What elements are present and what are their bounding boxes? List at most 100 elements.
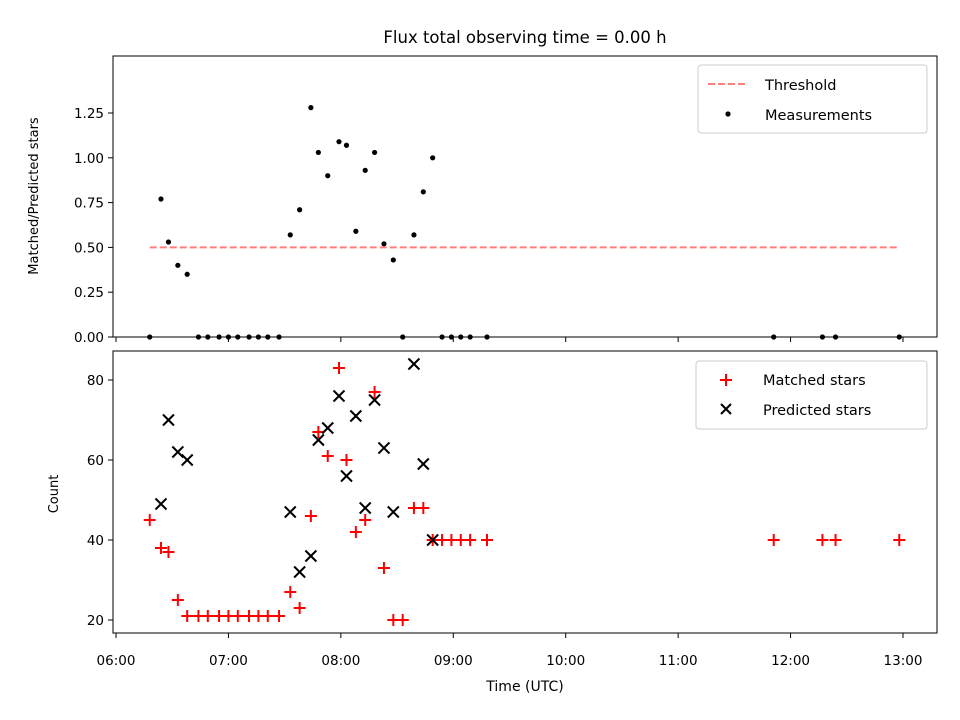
predicted-star-point (368, 393, 381, 407)
legend-predicted-swatch (720, 403, 732, 415)
matched-star-point (171, 594, 184, 606)
matched-star-point (143, 514, 156, 526)
top-y-tick-label: 0.75 (74, 196, 104, 212)
predicted-star-point (180, 453, 194, 467)
bottom-legend-box (695, 360, 928, 430)
predicted-star-point (387, 505, 400, 519)
legend-matched-swatch (720, 374, 732, 386)
measurement-point (315, 149, 321, 156)
measurement-point (165, 239, 172, 245)
measurement-point (175, 262, 181, 268)
predicted-star-point (293, 565, 306, 579)
bottom-x-tick-label: 07:00 (209, 653, 248, 669)
top-legend: Threshold Measurements (697, 64, 928, 134)
predicted-star-stroke-b (162, 413, 175, 427)
measurement-point (381, 241, 387, 247)
matched-star-point (767, 534, 780, 546)
predicted-star-point (349, 409, 363, 423)
predicted-star-stroke-b (377, 441, 391, 455)
bottom-plot-area: 20 40 60 80 06:00 07:00 08:00 09:00 10:00 11:00 12… (87, 357, 922, 669)
predicted-star-stroke-b (293, 565, 306, 579)
matched-star-point (417, 502, 430, 514)
legend-matched-label: Matched stars (763, 373, 866, 389)
matched-star-point (464, 534, 477, 546)
matched-star-point (321, 450, 334, 462)
measurement-point (430, 155, 436, 161)
predicted-star-point (154, 497, 168, 511)
predicted-star-point (426, 533, 439, 547)
predicted-star-point (332, 389, 346, 403)
matched-star-point (396, 614, 409, 626)
predicted-star-stroke-b (154, 497, 168, 511)
matched-star-point (201, 610, 214, 622)
bottom-x-tick-label: 12:00 (771, 653, 810, 669)
matched-star-point (181, 610, 194, 622)
matched-star-point (481, 534, 494, 546)
bottom-y-tick-label: 60 (87, 453, 104, 469)
matched-star-point (377, 562, 390, 574)
bottom-axes-frame (112, 350, 938, 634)
bottom-x-tick-label: 08:00 (321, 653, 360, 669)
legend-measurements-swatch (725, 111, 731, 117)
predicted-star-stroke-b (417, 457, 430, 471)
measurement-point (325, 173, 331, 179)
predicted-star-point (284, 505, 297, 519)
matched-star-point (816, 534, 829, 546)
matched-star-point (349, 526, 362, 538)
predicted-star-stroke-b (321, 421, 334, 435)
measurement-point (184, 271, 190, 277)
top-plot-area: 0.00 0.25 0.50 0.75 1.00 1.25 (74, 105, 904, 346)
measurement-point (353, 228, 359, 234)
top-panel: Flux total observing time = 0.00 h Match… (27, 28, 938, 346)
predicted-star-point (340, 469, 353, 483)
matched-star-point (340, 454, 353, 466)
chart-title: Flux total observing time = 0.00 h (383, 28, 666, 47)
bottom-x-tick-label: 06:00 (97, 653, 136, 669)
measurement-point (371, 149, 378, 156)
top-y-tick-label: 1.00 (74, 151, 104, 167)
matched-star-point (304, 510, 317, 522)
measurement-point (390, 257, 396, 263)
predicted-star-stroke-b (368, 393, 381, 407)
top-y-tick-label: 0.50 (74, 240, 104, 256)
matched-star-point (231, 610, 244, 622)
predicted-star-point (417, 457, 430, 471)
bottom-x-tick-label: 11:00 (659, 653, 698, 669)
matched-star-point (359, 514, 372, 526)
predicted-star-point (359, 501, 372, 515)
measurement-point (158, 196, 164, 202)
predicted-star-stroke-b (312, 433, 325, 447)
bottom-y-tick-label: 20 (87, 613, 104, 629)
measurement-point (336, 139, 342, 145)
measurement-point (287, 232, 293, 238)
matched-star-point (368, 386, 381, 398)
bottom-legend: Matched stars Predicted stars (695, 360, 928, 430)
top-y-tick-label: 1.25 (74, 106, 104, 122)
top-legend-box (697, 64, 928, 134)
predicted-star-point (377, 441, 391, 455)
bottom-y-axis-label: Count (47, 475, 62, 514)
matched-star-point (273, 610, 286, 622)
predicted-star-stroke-b (387, 505, 400, 519)
bottom-y-tick-label: 40 (87, 533, 104, 549)
bottom-x-tick-label: 10:00 (546, 653, 585, 669)
matched-star-point (261, 610, 274, 622)
predicted-star-point (321, 421, 334, 435)
matched-star-point (829, 534, 842, 546)
predicted-star-point (304, 549, 318, 563)
matched-star-point (154, 542, 167, 554)
bottom-y-tick-label: 80 (87, 373, 104, 389)
legend-threshold-label: Threshold (764, 78, 836, 94)
matched-star-point (332, 362, 345, 374)
measurement-point (420, 189, 426, 195)
matched-star-point (293, 602, 306, 614)
predicted-star-stroke-b (340, 469, 353, 483)
measurement-point (297, 207, 303, 213)
predicted-star-stroke-b (349, 409, 363, 423)
top-axes-frame (112, 55, 938, 338)
top-y-axis-label: Matched/Predicted stars (27, 117, 42, 275)
predicted-star-point (407, 357, 421, 371)
measurement-point (362, 167, 368, 173)
matched-star-point (284, 586, 297, 598)
